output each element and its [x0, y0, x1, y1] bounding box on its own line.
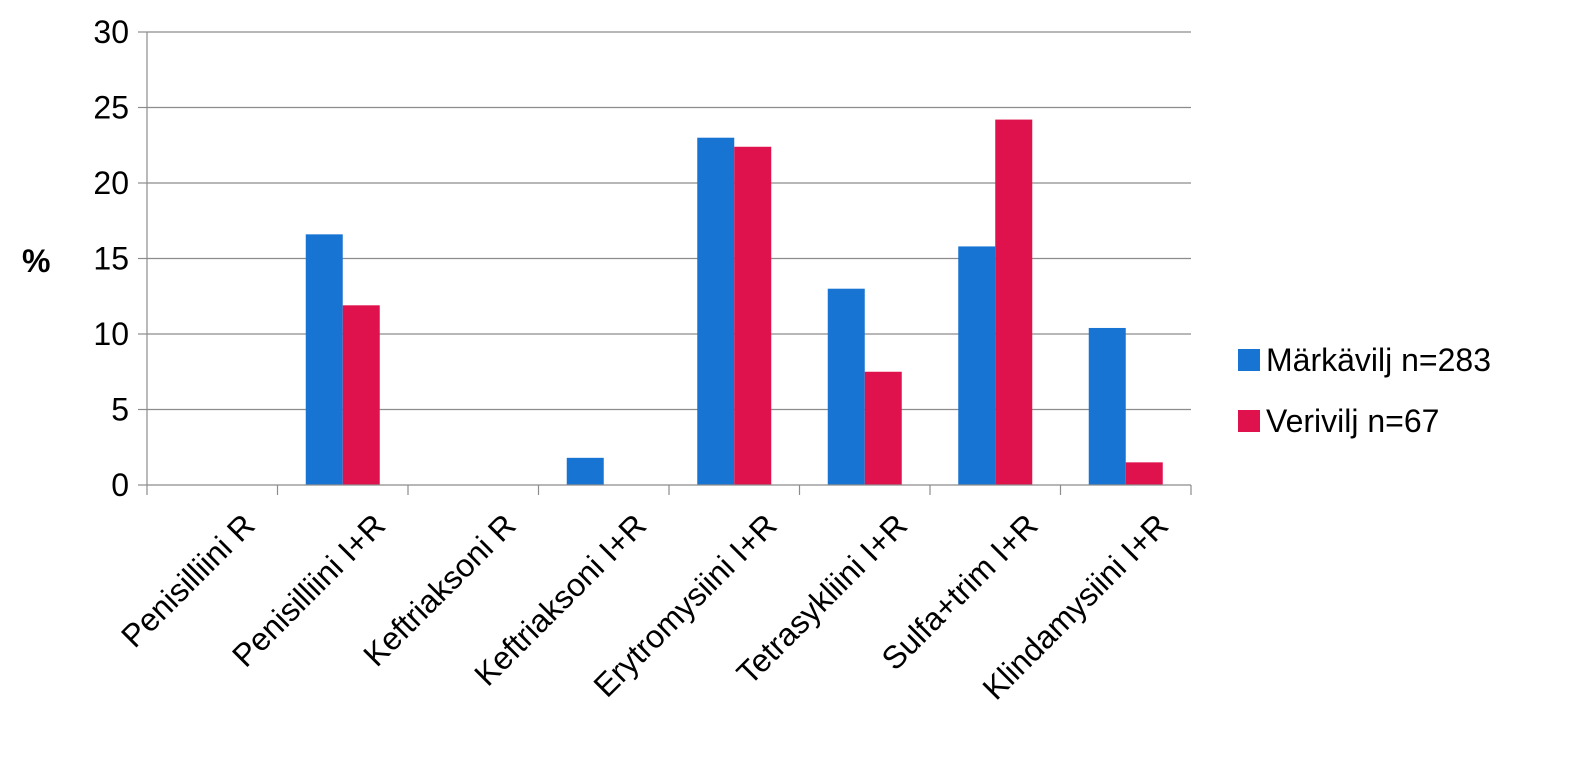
bar-verivilj: [995, 119, 1033, 485]
x-category-label: Penisilliini R: [114, 507, 261, 654]
y-tick-labels: 0 5 10 15 20 25 30: [93, 14, 129, 503]
bar-markavilj: [566, 457, 604, 485]
legend: Märkävilj n=283 Verivilj n=67: [1238, 342, 1491, 439]
y-tick-label: 30: [93, 14, 129, 50]
y-tick-label: 5: [111, 392, 129, 428]
bar-markavilj: [1088, 327, 1126, 485]
legend-swatch: [1238, 349, 1260, 371]
gridlines: [138, 31, 1191, 486]
bar-markavilj: [697, 137, 735, 485]
bar-markavilj: [958, 246, 996, 485]
bar-markavilj: [305, 234, 343, 485]
axes: [146, 32, 1192, 495]
legend-label: Märkävilj n=283: [1266, 342, 1491, 378]
y-tick-label: 10: [93, 316, 129, 352]
legend-label: Verivilj n=67: [1266, 403, 1439, 439]
y-tick-label: 25: [93, 90, 129, 126]
bar-verivilj: [1125, 462, 1163, 485]
bar-verivilj: [734, 146, 772, 485]
bar-markavilj: [827, 288, 865, 485]
y-tick-label: 20: [93, 165, 129, 201]
bars: [305, 119, 1163, 485]
bar-verivilj: [342, 305, 380, 485]
y-tick-label: 0: [111, 467, 129, 503]
bar-verivilj: [864, 371, 902, 485]
y-tick-label: 15: [93, 241, 129, 277]
legend-swatch: [1238, 410, 1260, 432]
y-axis-label: %: [22, 243, 50, 279]
